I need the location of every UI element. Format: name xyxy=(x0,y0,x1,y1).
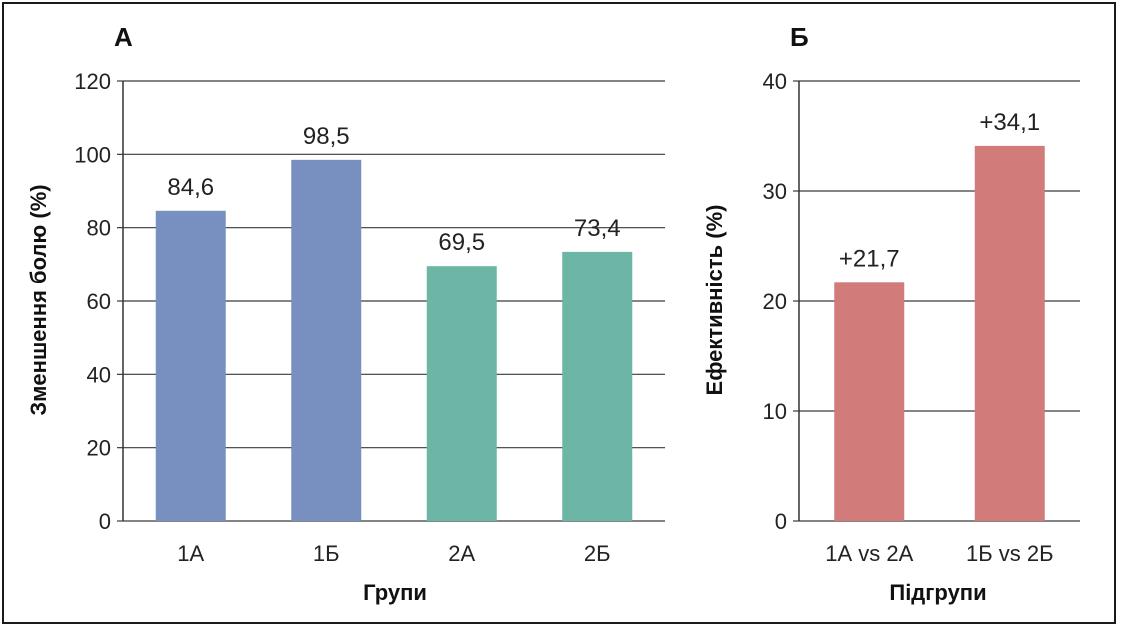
data-label: +21,7 xyxy=(839,245,900,272)
x-ticks-a: 1А 1Б 2А 2Б xyxy=(177,541,610,566)
x-tick-label: 1А xyxy=(177,541,204,566)
y-tick-label: 0 xyxy=(775,509,787,534)
y-tick-label: 100 xyxy=(74,142,111,167)
x-ticks-b: 1А vs 2А 1Б vs 2Б xyxy=(825,541,1053,566)
y-tick-label: 40 xyxy=(763,69,787,94)
y-tick-label: 80 xyxy=(87,216,111,241)
y-axis-title-b: Ефективність (%) xyxy=(702,205,727,396)
bar-1А-vs-2А xyxy=(834,282,905,521)
data-label: 98,5 xyxy=(303,123,350,150)
x-axis-title-a: Групи xyxy=(363,580,427,605)
y-ticks-a: 0 20 40 60 80 100 120 xyxy=(74,69,111,534)
y-tick-label: 20 xyxy=(763,289,787,314)
x-tick-label: 1Б vs 2Б xyxy=(966,541,1054,566)
x-tick-label: 1А vs 2А xyxy=(825,541,913,566)
y-axis-title-a: Зменшення болю (%) xyxy=(26,184,51,415)
bar-2А xyxy=(426,266,497,521)
data-label: 84,6 xyxy=(167,174,214,201)
x-tick-label: 2А xyxy=(448,541,475,566)
y-tick-label: 30 xyxy=(763,179,787,204)
y-tick-label: 10 xyxy=(763,399,787,424)
y-ticks-b: 0 10 20 30 40 xyxy=(763,69,787,534)
x-tick-label: 1Б xyxy=(313,541,340,566)
chart-panel-a: А 0 20 40 60 80 100 120 1А 1Б 2А 2Б 84,6 98,5 69,5 7… xyxy=(26,22,665,605)
y-tick-label: 20 xyxy=(87,436,111,461)
panel-label-a: А xyxy=(114,22,133,52)
bar-2Б xyxy=(562,251,633,521)
data-label: 69,5 xyxy=(438,229,485,256)
x-axis-title-b: Підгрупи xyxy=(889,580,986,605)
panel-label-b: Б xyxy=(790,22,809,52)
data-label: +34,1 xyxy=(979,109,1040,136)
bar-1Б xyxy=(291,159,362,522)
bar-1Б-vs-2Б xyxy=(974,145,1045,521)
bar-1А xyxy=(155,210,226,522)
data-labels-a: 84,6 98,5 69,5 73,4 xyxy=(167,123,620,256)
x-tick-label: 2Б xyxy=(584,541,611,566)
data-label: 73,4 xyxy=(574,215,621,242)
bars-a xyxy=(155,159,633,522)
data-labels-b: +21,7 +34,1 xyxy=(839,109,1040,272)
y-tick-label: 120 xyxy=(74,69,111,94)
y-tick-label: 0 xyxy=(99,509,111,534)
y-tick-label: 60 xyxy=(87,289,111,314)
y-tick-label: 40 xyxy=(87,362,111,387)
bars-b xyxy=(834,145,1045,521)
